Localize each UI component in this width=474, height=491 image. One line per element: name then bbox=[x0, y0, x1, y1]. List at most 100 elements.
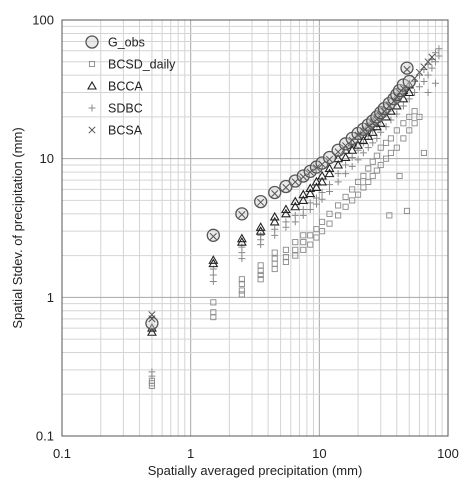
data-point bbox=[324, 163, 335, 173]
tick-labels: 0.1 1 10 100 0.1 1 10 100 bbox=[32, 13, 459, 462]
data-point bbox=[305, 188, 316, 198]
data-point bbox=[335, 212, 342, 219]
legend-label: BCSA bbox=[108, 124, 143, 138]
data-point bbox=[280, 204, 291, 214]
data-point bbox=[291, 178, 299, 186]
data-point bbox=[400, 120, 407, 127]
data-point bbox=[257, 271, 264, 279]
data-point bbox=[435, 52, 443, 60]
plot-frame bbox=[61, 19, 449, 437]
data-point bbox=[269, 216, 280, 226]
data-point bbox=[318, 160, 326, 168]
legend-marker bbox=[87, 80, 97, 90]
data-point bbox=[400, 61, 414, 75]
data-point bbox=[347, 145, 358, 154]
legend-item-g-obs: G_obs bbox=[85, 35, 145, 50]
y-tick-label: 0.1 bbox=[36, 429, 54, 444]
data-point bbox=[238, 280, 245, 287]
data-point bbox=[365, 178, 372, 185]
data-point bbox=[335, 202, 342, 209]
data-point bbox=[387, 149, 394, 156]
data-point bbox=[236, 233, 247, 243]
data-point bbox=[353, 140, 364, 149]
data-point bbox=[312, 194, 320, 202]
data-point bbox=[255, 222, 266, 231]
data-point bbox=[305, 183, 316, 192]
data-point bbox=[416, 113, 423, 120]
data-point bbox=[210, 299, 217, 306]
data-point bbox=[298, 189, 309, 199]
data-point bbox=[377, 101, 391, 116]
legend-item-bcsa: BCSA bbox=[88, 124, 143, 138]
data-point bbox=[355, 191, 362, 198]
data-point bbox=[382, 155, 390, 162]
data-point bbox=[313, 234, 320, 241]
data-point bbox=[387, 135, 394, 142]
data-point bbox=[271, 260, 278, 267]
data-point bbox=[257, 276, 264, 283]
data-point bbox=[420, 149, 427, 156]
data-point bbox=[271, 255, 278, 262]
data-point bbox=[311, 176, 322, 186]
data-point bbox=[282, 218, 290, 226]
data-point bbox=[348, 153, 356, 161]
data-point bbox=[317, 170, 328, 180]
series-bcsd-daily bbox=[148, 108, 427, 389]
data-point bbox=[299, 173, 307, 181]
data-point bbox=[364, 123, 372, 131]
data-point bbox=[268, 185, 282, 200]
data-point bbox=[348, 162, 356, 170]
legend-marker bbox=[88, 60, 96, 68]
data-point bbox=[406, 127, 413, 134]
data-point bbox=[326, 210, 333, 217]
data-point bbox=[411, 74, 419, 82]
data-point bbox=[415, 68, 424, 76]
data-point bbox=[411, 108, 418, 115]
data-point bbox=[318, 195, 326, 203]
y-tick-label: 100 bbox=[32, 13, 54, 28]
y-tick-label: 10 bbox=[40, 151, 54, 166]
data-point bbox=[145, 316, 159, 330]
data-point bbox=[148, 311, 156, 319]
data-point bbox=[349, 197, 356, 204]
data-point bbox=[306, 199, 314, 207]
data-point bbox=[367, 127, 378, 136]
data-point bbox=[333, 159, 344, 169]
data-point bbox=[238, 211, 246, 219]
data-point bbox=[360, 184, 367, 191]
data-point bbox=[403, 207, 411, 214]
data-point bbox=[208, 255, 219, 264]
data-point bbox=[428, 64, 436, 72]
legend-marker bbox=[88, 126, 96, 134]
data-point bbox=[405, 95, 413, 103]
data-point bbox=[238, 287, 245, 294]
data-point bbox=[428, 53, 436, 61]
legend-item-sdbc: SDBC bbox=[88, 102, 143, 116]
data-point bbox=[369, 172, 376, 180]
data-point bbox=[238, 276, 245, 283]
data-point bbox=[393, 93, 401, 101]
data-point bbox=[393, 144, 400, 151]
data-point bbox=[420, 78, 428, 86]
data-point bbox=[342, 203, 349, 210]
data-point bbox=[399, 85, 407, 93]
data-point bbox=[299, 211, 307, 219]
data-point bbox=[334, 148, 342, 156]
data-point bbox=[257, 231, 265, 239]
data-point bbox=[146, 327, 157, 336]
data-point bbox=[269, 211, 280, 221]
data-point bbox=[280, 208, 291, 218]
data-point bbox=[432, 79, 440, 87]
x-axis-label: Spatially averaged precipitation (mm) bbox=[148, 463, 363, 478]
legend-marker bbox=[88, 104, 96, 112]
data-point bbox=[319, 228, 326, 235]
data-point bbox=[342, 142, 350, 150]
data-point bbox=[306, 168, 314, 176]
data-point bbox=[148, 368, 156, 376]
data-point bbox=[404, 87, 415, 97]
legend-label: BCCA bbox=[108, 80, 143, 94]
x-tick-label: 100 bbox=[437, 446, 459, 461]
data-point bbox=[319, 218, 326, 225]
data-point bbox=[340, 152, 351, 162]
data-point bbox=[292, 239, 299, 246]
